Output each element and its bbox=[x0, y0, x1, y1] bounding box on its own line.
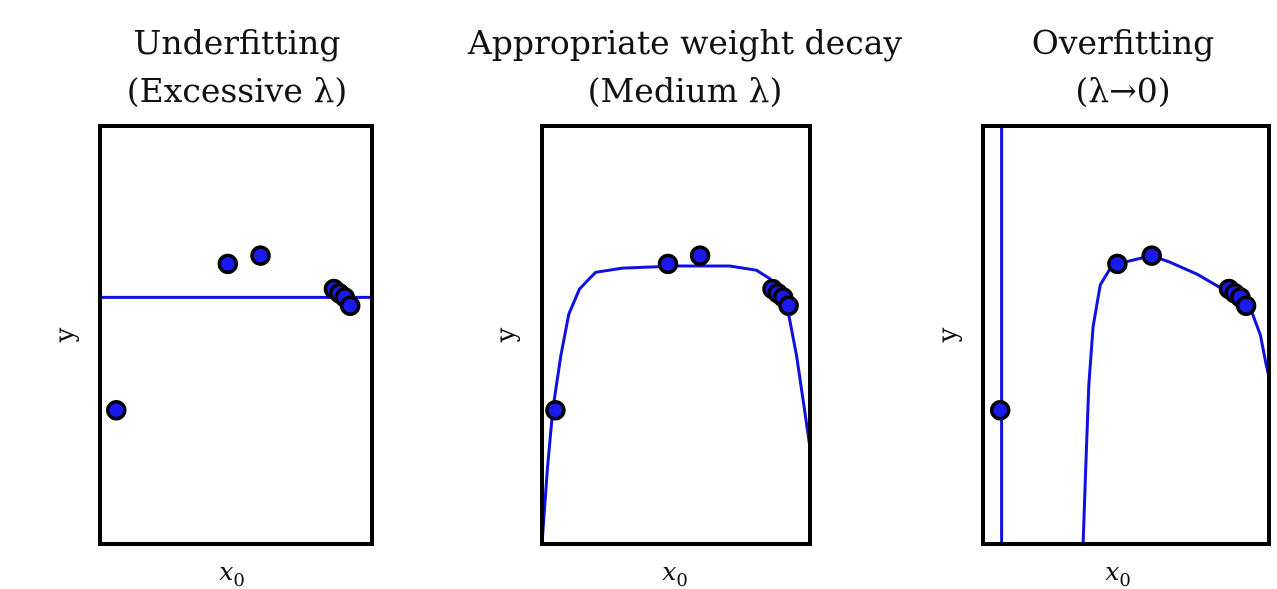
data-point bbox=[545, 399, 566, 421]
plot-frame bbox=[98, 124, 374, 546]
panel-underfitting: Underfitting (Excessive λ) y x0 bbox=[50, 23, 374, 589]
plot-frame bbox=[981, 124, 1271, 546]
fit-curve bbox=[542, 264, 810, 544]
data-point bbox=[778, 295, 799, 316]
chart-title-line-2: (λ→0) bbox=[1075, 71, 1170, 110]
data-point bbox=[1107, 253, 1128, 275]
data-point bbox=[1141, 245, 1162, 266]
data-point bbox=[689, 245, 711, 266]
data-point bbox=[989, 399, 1011, 421]
plot-area bbox=[98, 124, 374, 546]
data-point bbox=[1235, 295, 1257, 316]
plot-area bbox=[981, 124, 1271, 546]
data-point bbox=[217, 253, 239, 275]
plot-area bbox=[540, 124, 812, 546]
chart-title-line-2: (Medium λ) bbox=[588, 71, 783, 110]
x-axis-label: x0 bbox=[662, 557, 688, 589]
data-point bbox=[250, 245, 271, 266]
data-point bbox=[339, 295, 361, 316]
chart-title-line-1: Overfitting bbox=[1032, 23, 1214, 62]
chart-title-line-1: Underfitting bbox=[134, 23, 341, 62]
x-axis-label: x0 bbox=[1105, 557, 1131, 589]
x-axis-label: x0 bbox=[219, 557, 245, 589]
data-point bbox=[657, 253, 679, 275]
data-point bbox=[106, 399, 127, 421]
y-axis-label: y bbox=[491, 327, 521, 343]
y-axis-label: y bbox=[933, 327, 963, 343]
y-axis-label: y bbox=[50, 327, 80, 343]
panel-overfitting: Overfitting (λ→0) y x0 bbox=[933, 23, 1271, 589]
panel-appropriate-weight-decay: Appropriate weight decay (Medium λ) y x0 bbox=[467, 23, 902, 589]
chart-title-line-1: Appropriate weight decay bbox=[467, 23, 902, 62]
plot-frame bbox=[540, 124, 812, 546]
chart-title-line-2: (Excessive λ) bbox=[127, 71, 347, 110]
